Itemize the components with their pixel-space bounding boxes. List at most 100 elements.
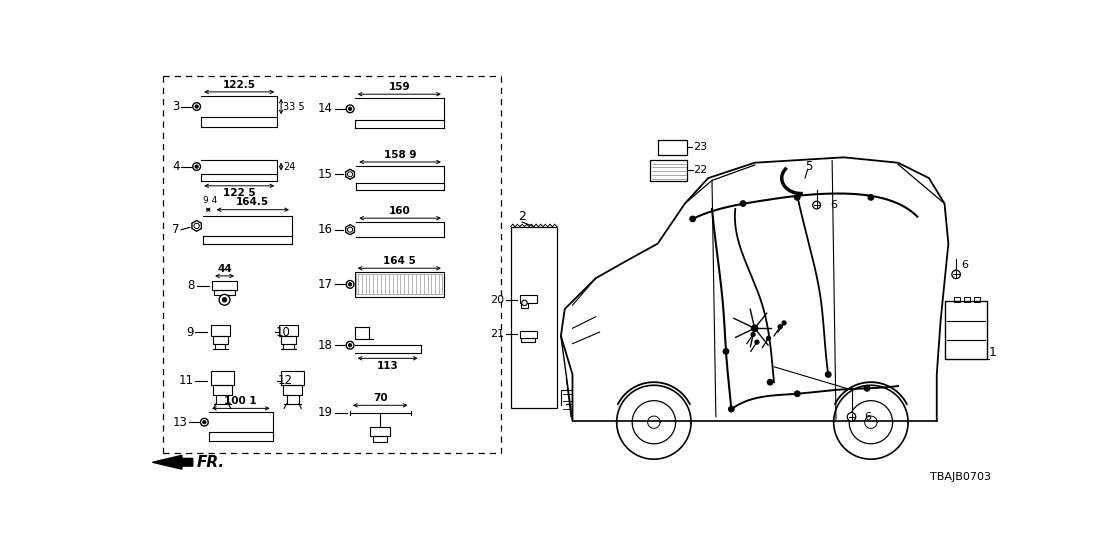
Polygon shape: [346, 170, 355, 179]
Text: 9 4: 9 4: [203, 196, 217, 205]
Circle shape: [724, 348, 729, 354]
Bar: [211, 371, 234, 385]
Text: 158 9: 158 9: [383, 150, 417, 160]
Text: 44: 44: [217, 264, 232, 274]
Text: 6: 6: [864, 412, 871, 422]
Circle shape: [869, 194, 873, 200]
Text: 14: 14: [318, 102, 334, 115]
Bar: [213, 385, 232, 395]
Circle shape: [201, 418, 208, 426]
Text: TBAJB0703: TBAJB0703: [930, 472, 991, 483]
Circle shape: [952, 270, 961, 279]
Circle shape: [794, 391, 800, 397]
Circle shape: [864, 386, 870, 391]
Circle shape: [751, 325, 758, 331]
Text: 21: 21: [490, 330, 504, 340]
Text: 11: 11: [178, 374, 194, 387]
Circle shape: [193, 163, 201, 171]
Circle shape: [813, 201, 821, 209]
Circle shape: [219, 294, 230, 305]
Text: 3: 3: [172, 100, 179, 113]
Bar: [281, 371, 305, 385]
Text: FR.: FR.: [196, 455, 225, 470]
Text: 24: 24: [284, 162, 296, 172]
Circle shape: [768, 379, 773, 385]
Text: 33 5: 33 5: [284, 101, 305, 111]
Circle shape: [195, 165, 198, 168]
Text: 164.5: 164.5: [236, 197, 269, 207]
Polygon shape: [153, 455, 193, 469]
Text: 9: 9: [186, 326, 194, 338]
Text: 8: 8: [187, 279, 195, 293]
Text: 5: 5: [806, 160, 812, 173]
Text: 113: 113: [377, 361, 399, 371]
Text: 2: 2: [519, 210, 526, 223]
Polygon shape: [192, 220, 202, 231]
Circle shape: [348, 227, 352, 232]
Circle shape: [346, 280, 353, 288]
Bar: [370, 427, 390, 436]
Circle shape: [348, 172, 352, 177]
Text: 17: 17: [318, 278, 334, 291]
Circle shape: [193, 102, 201, 110]
Circle shape: [778, 325, 782, 329]
Bar: [974, 297, 981, 302]
Circle shape: [729, 407, 735, 412]
Text: 6: 6: [962, 260, 968, 270]
Circle shape: [751, 332, 755, 336]
Bar: [355, 272, 444, 297]
Text: 160: 160: [389, 206, 411, 216]
Text: 12: 12: [278, 374, 293, 387]
Text: 164 5: 164 5: [383, 256, 416, 266]
Bar: [964, 297, 971, 302]
Circle shape: [740, 201, 746, 206]
Text: 1: 1: [988, 346, 996, 359]
Circle shape: [346, 341, 353, 349]
Text: 122 5: 122 5: [223, 188, 256, 198]
Bar: [279, 325, 298, 336]
Text: 70: 70: [373, 393, 388, 403]
Text: 6: 6: [831, 200, 838, 210]
Circle shape: [690, 216, 696, 222]
Bar: [511, 227, 557, 408]
Text: 20: 20: [490, 295, 504, 305]
Circle shape: [348, 343, 352, 347]
Text: 23: 23: [692, 142, 707, 152]
Text: 100 1: 100 1: [225, 396, 257, 406]
Bar: [650, 161, 687, 181]
Text: 122.5: 122.5: [223, 80, 256, 90]
Bar: [214, 290, 235, 295]
Circle shape: [782, 321, 786, 325]
Bar: [954, 297, 960, 302]
Bar: [212, 280, 237, 290]
Bar: [658, 140, 687, 155]
Bar: [281, 336, 296, 343]
Circle shape: [203, 420, 206, 424]
Bar: [213, 336, 227, 343]
Circle shape: [346, 105, 353, 112]
Circle shape: [223, 297, 227, 302]
Bar: [522, 303, 527, 308]
Text: 16: 16: [318, 223, 334, 236]
Circle shape: [522, 300, 527, 306]
Bar: [944, 301, 987, 359]
Bar: [284, 385, 302, 395]
Text: 10: 10: [276, 326, 290, 338]
Bar: [373, 436, 388, 442]
Text: 18: 18: [318, 338, 334, 352]
Text: 13: 13: [173, 416, 187, 429]
Circle shape: [195, 105, 198, 108]
Bar: [357, 274, 442, 294]
Circle shape: [348, 107, 352, 111]
Bar: [520, 331, 537, 337]
Circle shape: [767, 336, 770, 340]
Circle shape: [348, 283, 352, 286]
Text: 19: 19: [318, 407, 334, 419]
Bar: [211, 325, 230, 336]
Text: 7: 7: [172, 223, 179, 236]
Text: 159: 159: [389, 82, 410, 92]
Bar: [520, 295, 537, 303]
Bar: [522, 337, 535, 342]
Text: 4: 4: [172, 160, 179, 173]
Text: 15: 15: [318, 168, 334, 181]
